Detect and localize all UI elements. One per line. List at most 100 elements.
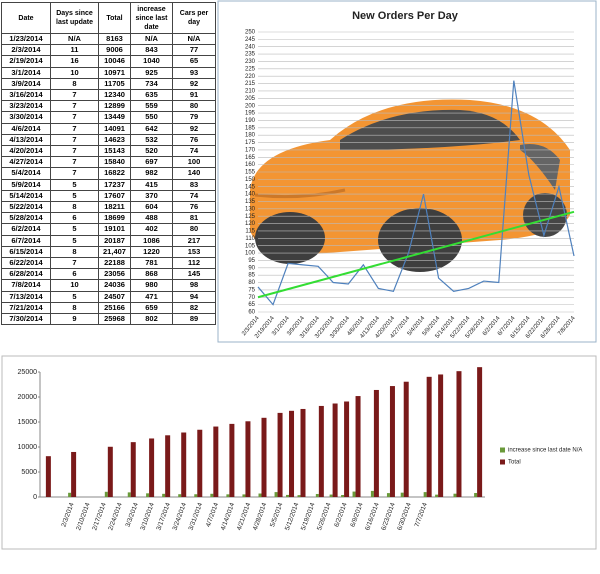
- bar: [426, 376, 432, 497]
- chart-title: New Orders Per Day: [352, 10, 459, 22]
- table-row: 2/3/2014 11 9006 843 77: [1, 44, 216, 57]
- bar: [344, 401, 350, 497]
- bar: [197, 429, 203, 497]
- table-cell: 74: [172, 145, 216, 158]
- table-row: 4/6/2014 7 14091 642 92: [1, 122, 216, 135]
- bar: [146, 493, 150, 497]
- y-tick-label: 170: [245, 147, 256, 153]
- table-cell: 6/2/2014: [1, 223, 51, 236]
- table-cell: 2/3/2014: [1, 44, 51, 57]
- table-cell: 843: [130, 44, 173, 57]
- table-cell: 3/23/2014: [1, 100, 51, 113]
- table-cell: 15143: [98, 145, 131, 158]
- table-cell: 10: [50, 279, 99, 292]
- bar-chart-frame: [1, 355, 597, 550]
- table-cell: 1/23/2014: [1, 32, 51, 46]
- table-cell: 5: [50, 189, 99, 203]
- table-cell: 98: [172, 279, 216, 292]
- y-tick-label: 175: [245, 140, 256, 146]
- bar: [289, 410, 295, 497]
- table-cell: 5/9/2014: [1, 178, 51, 191]
- y-tick-label: 70: [248, 295, 255, 301]
- data-line: [257, 80, 575, 306]
- table-row: 3/9/2014 8 11705 734 92: [1, 77, 216, 91]
- y-tick-label: 150: [245, 177, 256, 183]
- table-cell: 868: [130, 268, 173, 281]
- table-row: 6/15/2014 8 21,407 1220 153: [1, 245, 216, 259]
- table-cell: 91: [172, 89, 216, 102]
- table-row: 6/28/2014 6 23056 868 145: [1, 268, 216, 281]
- y-tick-label: 130: [245, 206, 256, 212]
- y-tick-label: 120: [245, 221, 256, 227]
- table-cell: 79: [172, 111, 216, 124]
- bar: [423, 492, 427, 497]
- table-cell: 20187: [98, 234, 131, 247]
- y-tick-label: 230: [245, 59, 256, 65]
- table-cell: 23056: [98, 268, 131, 281]
- table-cell: 16: [50, 55, 99, 68]
- table-cell: 6/28/2014: [1, 268, 51, 281]
- table-row: 3/1/2014 10 10971 925 93: [1, 66, 216, 79]
- table-cell: 16822: [98, 167, 131, 180]
- bar: [355, 396, 361, 497]
- table-cell: 7: [50, 133, 99, 147]
- y-tick-label: 160: [245, 162, 256, 168]
- table-row: 1/23/2014 N/A 8163 N/A N/A: [1, 32, 216, 46]
- bar: [318, 405, 324, 497]
- table-cell: 697: [130, 156, 173, 169]
- table-cell: 25166: [98, 301, 131, 315]
- bar: [286, 494, 290, 497]
- table-row: 3/16/2014 7 12340 635 91: [1, 89, 216, 102]
- table-cell: 92: [172, 122, 216, 135]
- bar: [477, 367, 483, 497]
- header-cell: Total: [98, 2, 131, 34]
- y-tick-label: 25000: [18, 369, 38, 376]
- bar: [329, 494, 333, 497]
- bar: [226, 494, 230, 497]
- y-tick-label: 60: [248, 310, 255, 316]
- legend-label: increase since last date N/A: [508, 448, 582, 454]
- table-cell: 7: [50, 111, 99, 124]
- table-cell: 92: [172, 77, 216, 91]
- y-tick-label: 205: [245, 96, 256, 102]
- table-cell: N/A: [172, 32, 216, 46]
- table-cell: 7: [50, 100, 99, 113]
- table-cell: 5/14/2014: [1, 189, 51, 203]
- table-cell: 8: [50, 201, 99, 214]
- y-tick-label: 75: [248, 287, 255, 293]
- table-cell: 11: [50, 44, 99, 57]
- y-tick-label: 200: [245, 103, 256, 109]
- y-tick-label: 140: [245, 192, 256, 198]
- table-cell: 3/9/2014: [1, 77, 51, 91]
- table-cell: 532: [130, 133, 173, 147]
- bar: [68, 492, 72, 497]
- y-tick-label: 220: [245, 74, 256, 80]
- y-tick-label: 15000: [18, 419, 38, 426]
- bar: [181, 432, 187, 497]
- y-tick-label: 215: [245, 81, 256, 87]
- table-row: 7/30/2014 9 25968 802 89: [1, 313, 216, 326]
- table-cell: 7: [50, 156, 99, 169]
- header-row: Date Days since last update Total increase …: [1, 2, 216, 34]
- bar: [341, 494, 345, 497]
- bar: [71, 451, 77, 497]
- table-row: 4/27/2014 7 15840 697 100: [1, 156, 216, 169]
- table-row: 6/22/2014 7 22188 781 112: [1, 257, 216, 270]
- bar: [277, 412, 283, 497]
- table-cell: 10: [50, 66, 99, 79]
- table-cell: 802: [130, 313, 173, 326]
- y-tick-label: 225: [245, 66, 256, 72]
- header-cell: increase since last date: [130, 2, 173, 34]
- y-tick-label: 135: [245, 199, 256, 205]
- table-cell: 89: [172, 313, 216, 326]
- table-cell: 5: [50, 223, 99, 236]
- y-tick-label: 85: [248, 273, 255, 279]
- table-cell: 140: [172, 167, 216, 180]
- bar: [245, 421, 251, 497]
- table-cell: 8: [50, 245, 99, 259]
- y-tick-label: 105: [245, 243, 256, 249]
- table-cell: 5: [50, 178, 99, 191]
- table-cell: 153: [172, 245, 216, 259]
- bar: [149, 438, 155, 497]
- table-cell: 370: [130, 189, 173, 203]
